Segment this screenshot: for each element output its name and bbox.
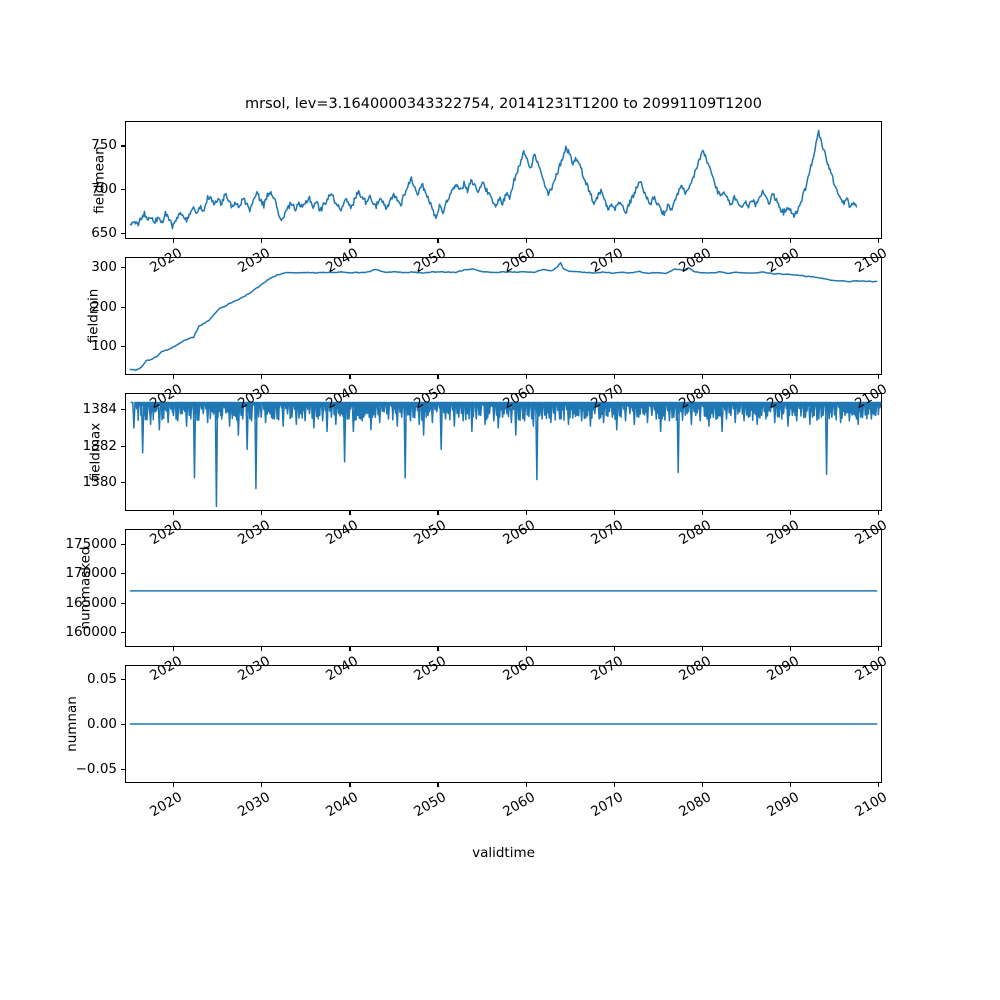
x-tick-mark: [173, 375, 175, 379]
y-tick-label: 175000: [65, 535, 117, 552]
x-tick-mark: [877, 783, 879, 787]
x-axis-label: validtime: [472, 845, 535, 861]
y-axis-label-fieldmax: fieldmax: [87, 422, 104, 482]
y-axis-label-fieldmean: fieldmean: [91, 146, 108, 214]
y-tick-label: 160000: [65, 624, 117, 641]
x-tick-mark: [525, 511, 527, 515]
y-tick-mark: [121, 346, 125, 348]
x-tick-mark: [261, 647, 263, 651]
x-tick-mark: [525, 239, 527, 243]
x-tick-mark: [789, 647, 791, 651]
y-tick-label: 1382: [82, 437, 117, 454]
x-tick-mark: [701, 375, 703, 379]
y-tick-mark: [121, 768, 125, 770]
y-tick-label: 300: [91, 258, 117, 275]
x-tick-mark: [437, 783, 439, 787]
y-tick-mark: [121, 481, 125, 483]
panel-nummasked: [125, 529, 882, 647]
y-tick-mark: [121, 445, 125, 447]
x-tick-mark: [613, 375, 615, 379]
x-tick-mark: [789, 783, 791, 787]
x-tick-mark: [349, 511, 351, 515]
x-tick-mark: [613, 239, 615, 243]
x-tick-mark: [173, 783, 175, 787]
y-tick-mark: [121, 266, 125, 268]
data-line-fieldmean: [130, 130, 856, 228]
y-tick-label: 200: [91, 298, 117, 315]
figure-title: mrsol, lev=3.1640000343322754, 20141231T…: [245, 96, 762, 112]
x-tick-mark: [349, 239, 351, 243]
x-tick-mark: [613, 511, 615, 515]
x-tick-mark: [701, 647, 703, 651]
y-axis-label-numnan: numnan: [63, 696, 80, 752]
y-tick-label: 165000: [65, 594, 117, 611]
x-tick-mark: [261, 239, 263, 243]
x-tick-mark: [173, 239, 175, 243]
y-tick-label: 650: [91, 224, 117, 241]
x-tick-mark: [789, 239, 791, 243]
x-tick-mark: [877, 647, 879, 651]
y-tick-label: 0.05: [86, 671, 117, 688]
x-tick-mark: [261, 375, 263, 379]
x-tick-mark: [877, 511, 879, 515]
y-tick-mark: [121, 632, 125, 634]
x-tick-mark: [701, 511, 703, 515]
y-tick-mark: [121, 189, 125, 191]
y-tick-mark: [121, 145, 125, 147]
panel-numnan: [125, 665, 882, 783]
y-tick-label: 700: [91, 181, 117, 198]
x-tick-mark: [613, 647, 615, 651]
panel-fieldmin: [125, 257, 882, 375]
y-tick-label: 0.00: [86, 716, 117, 732]
x-tick-mark: [789, 511, 791, 515]
x-tick-mark: [525, 375, 527, 379]
y-tick-label: 100: [91, 338, 117, 355]
x-tick-mark: [437, 239, 439, 243]
x-tick-mark: [877, 239, 879, 243]
y-tick-mark: [121, 409, 125, 411]
x-tick-mark: [349, 375, 351, 379]
plot-area-fieldmean: [126, 122, 881, 238]
y-axis-label-nummasked: nummasked: [77, 546, 94, 630]
y-tick-mark: [121, 232, 125, 234]
y-axis-label-fieldmin: fieldmin: [85, 288, 102, 344]
x-tick-mark: [437, 375, 439, 379]
x-tick-mark: [525, 783, 527, 787]
panel-fieldmax: [125, 393, 882, 511]
data-line-fieldmax: [131, 403, 880, 507]
x-tick-mark: [437, 511, 439, 515]
x-tick-mark: [173, 647, 175, 651]
x-tick-mark: [349, 647, 351, 651]
y-tick-mark: [121, 306, 125, 308]
plot-area-fieldmax: [126, 394, 881, 510]
x-tick-mark: [261, 511, 263, 515]
x-tick-mark: [525, 647, 527, 651]
y-tick-mark: [121, 679, 125, 681]
y-tick-label: −0.05: [75, 760, 117, 777]
y-tick-mark: [121, 543, 125, 545]
plot-area-nummasked: [126, 530, 881, 646]
y-tick-label: 1380: [82, 473, 117, 490]
data-line-fieldmin: [130, 263, 876, 371]
x-tick-mark: [349, 783, 351, 787]
x-tick-mark: [261, 783, 263, 787]
x-tick-mark: [173, 511, 175, 515]
y-tick-mark: [121, 573, 125, 575]
x-tick-mark: [877, 375, 879, 379]
y-tick-mark: [121, 602, 125, 604]
x-tick-mark: [701, 783, 703, 787]
x-tick-mark: [613, 783, 615, 787]
plot-area-fieldmin: [126, 258, 881, 374]
y-tick-mark: [121, 724, 125, 726]
y-tick-label: 170000: [65, 565, 117, 582]
x-tick-mark: [437, 647, 439, 651]
x-tick-mark: [789, 375, 791, 379]
y-tick-label: 750: [91, 137, 117, 154]
y-tick-label: 1384: [82, 401, 117, 418]
panel-fieldmean: [125, 121, 882, 239]
x-tick-mark: [701, 239, 703, 243]
plot-area-numnan: [126, 666, 881, 782]
